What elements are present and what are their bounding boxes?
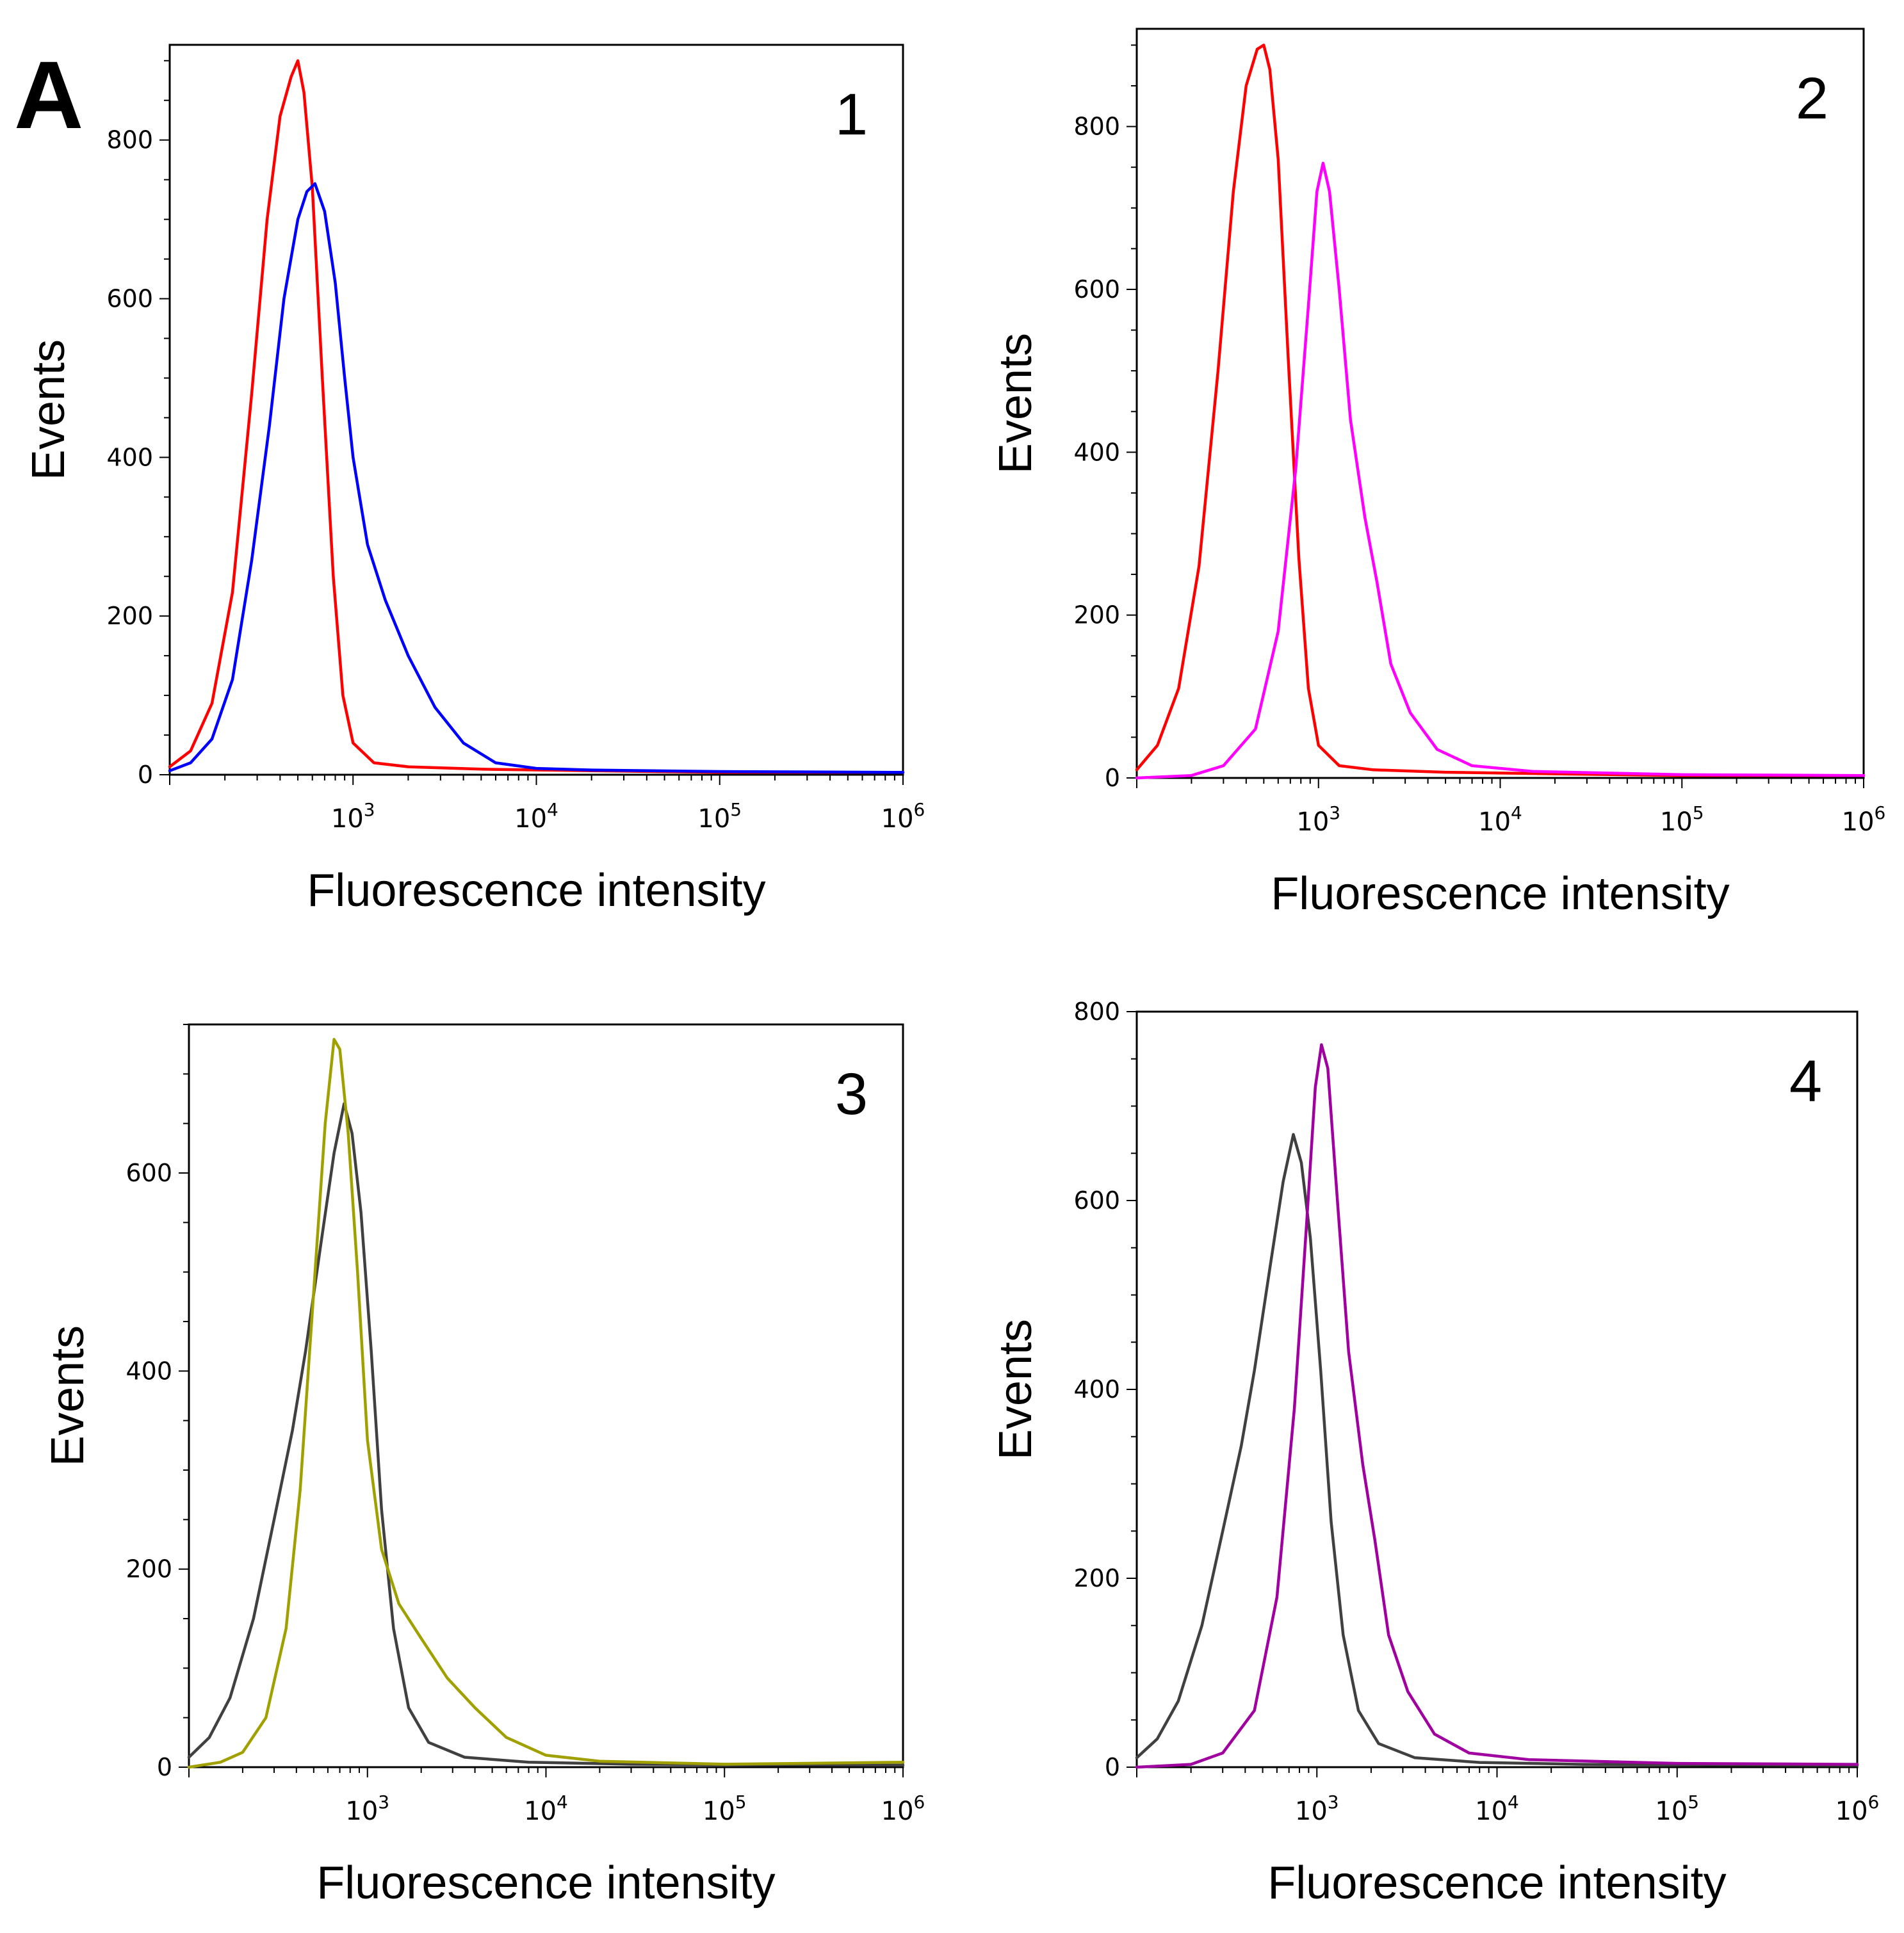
x-tick-label: 105 [1655,1791,1699,1826]
x-axis-title: Fluorescence intensity [1267,1857,1726,1909]
x-axis-title: Fluorescence intensity [307,865,765,916]
y-tick-label: 800 [1073,998,1120,1026]
x-axis-title: Fluorescence intensity [1271,868,1729,919]
series-line-1 [187,1102,905,1767]
x-tick-label: 103 [1295,1791,1339,1826]
y-tick-label: 200 [106,602,153,630]
x-tick-label: 106 [881,799,925,834]
x-tick-label: 106 [1842,802,1886,837]
x-tick-label: 105 [703,1791,747,1826]
x-tick-label: 105 [697,799,742,834]
series-line-2 [1135,1043,1859,1769]
plot-frame [1135,1010,1859,1768]
y-axis-title: Events [42,1325,94,1466]
series-line-2 [1135,161,1866,780]
series-line-1 [168,59,905,774]
panel-number: 1 [835,82,868,147]
x-tick-label: 104 [1475,1791,1519,1826]
y-axis-title: Events [990,1319,1041,1460]
plot-frame [1135,28,1865,779]
y-axis-title: Events [990,333,1041,474]
panel-3: 0 200 400 600 103 104 105 106 Fluorescence inten… [42,1023,925,1909]
x-tick-label: 103 [1296,802,1340,837]
panel-number: 4 [1789,1049,1822,1114]
y-tick-label: 800 [1073,113,1120,141]
series-line-2 [187,1037,905,1769]
y-tick-label: 800 [106,126,153,154]
x-tick-label: 104 [1478,802,1522,837]
x-tick-label: 104 [524,1791,568,1826]
y-tick-label: 400 [106,443,153,471]
x-tick-label: 103 [331,799,375,834]
x-tick-label: 103 [345,1791,389,1826]
y-tick-label: 200 [1073,601,1120,629]
y-axis-title: Events [23,339,74,480]
plot-frame [188,1023,904,1768]
y-tick-label: 600 [106,285,153,313]
x-tick-label: 106 [1835,1791,1880,1826]
y-tick-label: 400 [1073,1375,1120,1403]
x-tick-label: 104 [514,799,558,834]
y-tick-label: 0 [138,761,153,789]
x-tick-label: 105 [1660,802,1704,837]
panel-letter: A [14,41,83,149]
x-axis-title: Fluorescence intensity [316,1857,775,1909]
panel-1: 0 200 400 600 800 103 104 105 106 Fluorescence in… [23,44,925,916]
x-tick-label: 106 [881,1791,925,1826]
panel-number: 2 [1796,66,1828,131]
y-tick-label: 400 [1073,438,1120,466]
y-tick-label: 600 [126,1159,172,1187]
y-tick-label: 0 [1105,1753,1120,1781]
y-tick-label: 400 [126,1357,172,1385]
series-line-1 [1135,44,1866,777]
panel-2: 0 200 400 600 800 103 104 105 106 Fluorescence in… [990,28,1886,919]
y-tick-label: 0 [157,1753,172,1781]
series-line-1 [1135,1133,1859,1767]
y-tick-label: 600 [1073,275,1120,303]
series-line-2 [168,182,905,774]
plot-frame [168,44,904,776]
y-tick-label: 200 [126,1555,172,1583]
y-tick-label: 0 [1105,764,1120,792]
panel-number: 3 [835,1062,868,1127]
panel-4: 0 200 400 600 800 103 104 105 106 Fluorescence in… [990,998,1879,1909]
y-tick-label: 600 [1073,1186,1120,1215]
y-tick-label: 200 [1073,1564,1120,1592]
